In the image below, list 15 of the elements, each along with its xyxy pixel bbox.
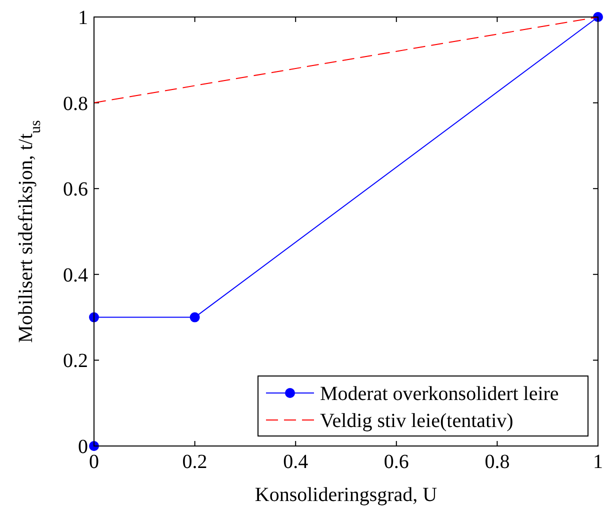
x-tick-label: 0.8: [484, 451, 510, 473]
legend-label: Moderat overkonsolidert leire: [320, 383, 559, 405]
y-tick-label: 1: [78, 7, 88, 29]
y-tick-label: 0.4: [63, 264, 88, 286]
x-tick-label: 0.6: [384, 451, 409, 473]
point: [190, 312, 200, 322]
y-tick-label: 0.6: [63, 178, 88, 201]
x-axis-title: Konsolideringsgrad, U: [254, 484, 438, 506]
x-tick-label: 0.2: [182, 451, 208, 473]
y-tick-label: 0: [78, 436, 88, 458]
y-tick-label: 0.2: [63, 350, 88, 372]
legend-label: Veldig stiv leie(tentativ): [320, 410, 514, 432]
y-tick-label: 0.8: [63, 92, 88, 115]
x-tick-label: 0.4: [283, 451, 308, 473]
x-tick-label: 1: [593, 451, 603, 473]
